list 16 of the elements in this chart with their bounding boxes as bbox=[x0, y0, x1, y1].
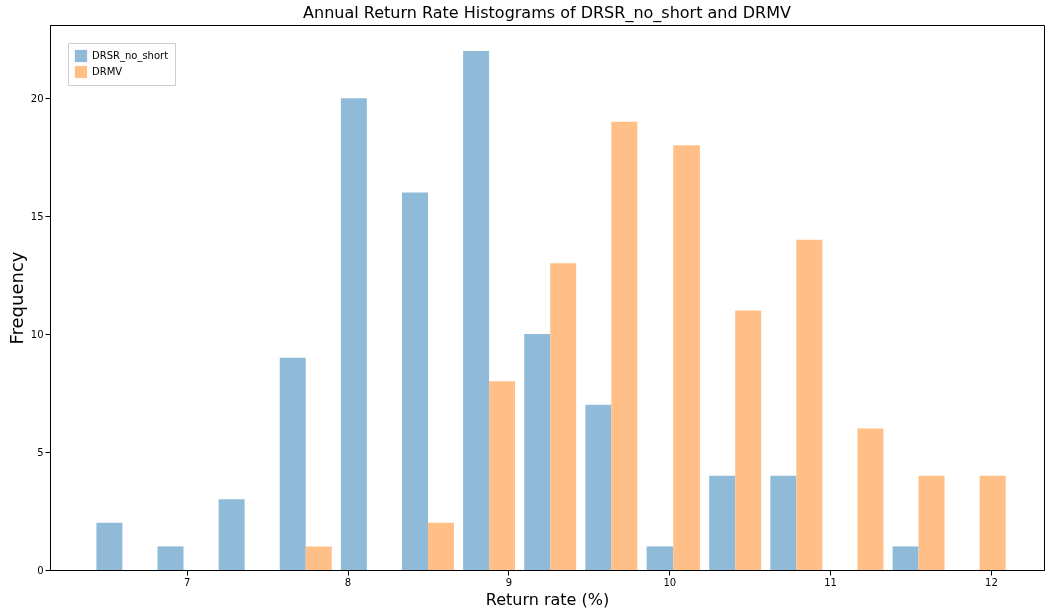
x-tick-label: 10 bbox=[663, 576, 677, 588]
y-tick-label: 10 bbox=[30, 328, 44, 340]
x-tick-label: 8 bbox=[344, 576, 352, 588]
x-tick-label: 9 bbox=[505, 576, 513, 588]
x-tick-label: 12 bbox=[985, 576, 998, 588]
y-tick-label: 20 bbox=[30, 92, 44, 104]
x-tick-label: 7 bbox=[184, 576, 191, 588]
x-axis-title: Return rate (%) bbox=[485, 589, 610, 609]
chart-title: Annual Return Rate Histograms of DRSR_no_short and DRMV bbox=[303, 3, 791, 23]
x-tick-label: 11 bbox=[824, 576, 837, 588]
y-axis-title: Frequency bbox=[5, 251, 27, 345]
legend-label: DRSR_no_short bbox=[92, 50, 169, 62]
y-tick-label: 5 bbox=[37, 446, 44, 458]
y-tick-label: 15 bbox=[30, 210, 44, 222]
legend-label: DRMV bbox=[92, 66, 123, 77]
y-tick-label: 0 bbox=[37, 564, 44, 576]
